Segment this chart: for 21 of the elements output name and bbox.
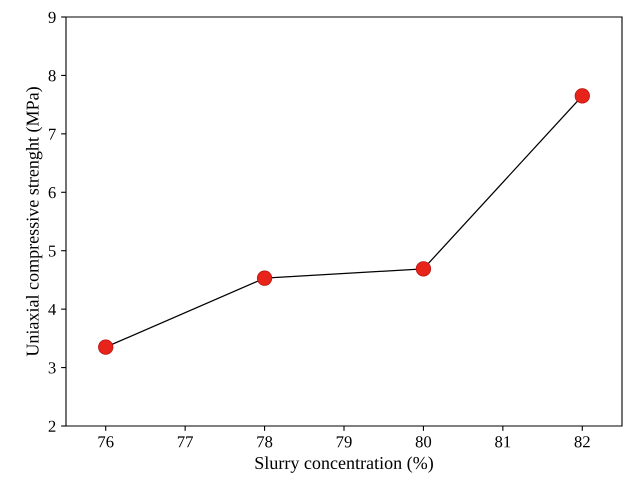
x-tick-label: 78 xyxy=(257,436,272,448)
x-tick-label: 79 xyxy=(336,436,352,448)
point xyxy=(256,270,272,286)
y-tick-label: 2 xyxy=(48,420,56,432)
point xyxy=(98,339,114,355)
x-axis-title: Slurry concentration (%) xyxy=(255,456,433,473)
point xyxy=(574,88,590,104)
y-tick-label: 9 xyxy=(48,12,56,23)
y-axis-title: Uniaxial compressive strenght (MPa) xyxy=(26,87,42,356)
x-tick-label: 82 xyxy=(574,436,590,448)
x-tick-label: 81 xyxy=(495,436,510,448)
y-tick-label: 7 xyxy=(49,128,56,140)
x-tick-label: 76 xyxy=(98,436,114,448)
y-tick-label: 3 xyxy=(48,362,56,374)
y-tick-label: 8 xyxy=(48,70,56,82)
y-tick-label: 4 xyxy=(48,304,56,315)
y-tick-label: 5 xyxy=(48,246,56,257)
x-tick-label: 80 xyxy=(416,436,432,448)
y-tick-label: 6 xyxy=(48,187,56,198)
point xyxy=(416,261,432,276)
x-tick-label: 77 xyxy=(178,436,193,448)
